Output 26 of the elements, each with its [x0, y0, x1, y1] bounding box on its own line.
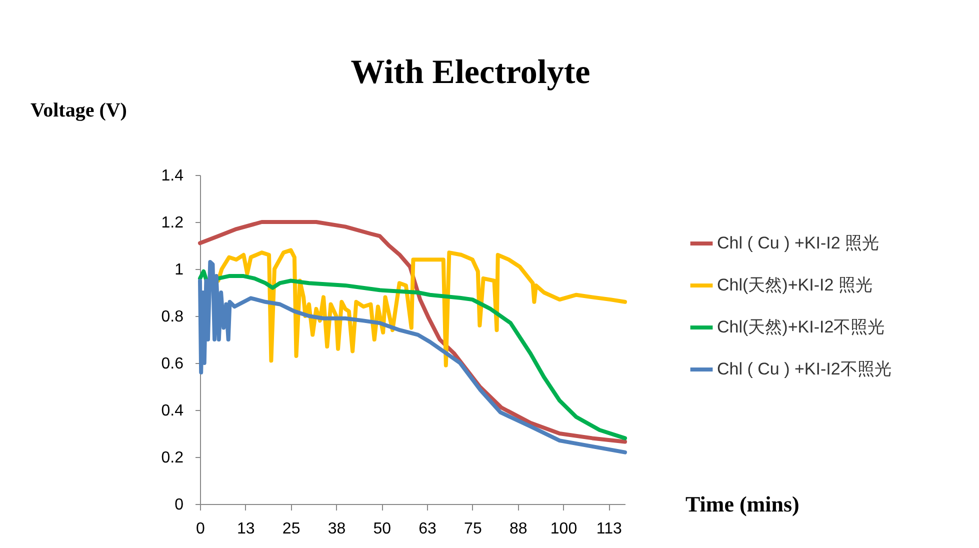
y-tick-label: 0.8: [161, 308, 184, 326]
x-tick-label: 0: [196, 520, 206, 538]
legend-label: Chl(天然)+KI-I2 照光: [717, 276, 872, 294]
x-tick-label: 63: [418, 520, 437, 538]
x-tick-label: 75: [464, 520, 482, 538]
x-tick-label: 13: [237, 520, 255, 538]
x-axis-title: Time (mins): [686, 492, 800, 516]
legend-label: Chl(天然)+KI-I2不照光: [717, 318, 885, 336]
chart-title: With Electrolyte: [350, 54, 590, 91]
x-tick-label: 25: [282, 520, 300, 538]
y-tick-label: 0.4: [161, 402, 184, 420]
y-axis-title: Voltage (V): [30, 100, 127, 122]
legend-label: Chl ( Cu ) +KI-I2 照光: [717, 234, 880, 252]
x-tick-label: 50: [373, 520, 392, 538]
y-tick-label: 1: [174, 262, 184, 278]
x-tick-label: 113: [596, 520, 622, 538]
x-tick-label: 38: [328, 520, 346, 538]
y-tick-label: 1.2: [161, 214, 184, 232]
y-tick-label: 0.6: [161, 356, 184, 372]
legend-label: Chl ( Cu ) +KI-I2不照光: [717, 360, 892, 378]
y-tick-label: 1.4: [161, 168, 184, 184]
x-tick-label: 88: [509, 520, 528, 538]
line-series: [216, 248, 627, 368]
y-tick-label: 0: [174, 496, 184, 514]
x-tick-label: 100: [550, 520, 578, 538]
y-tick-label: 0.2: [161, 450, 184, 466]
